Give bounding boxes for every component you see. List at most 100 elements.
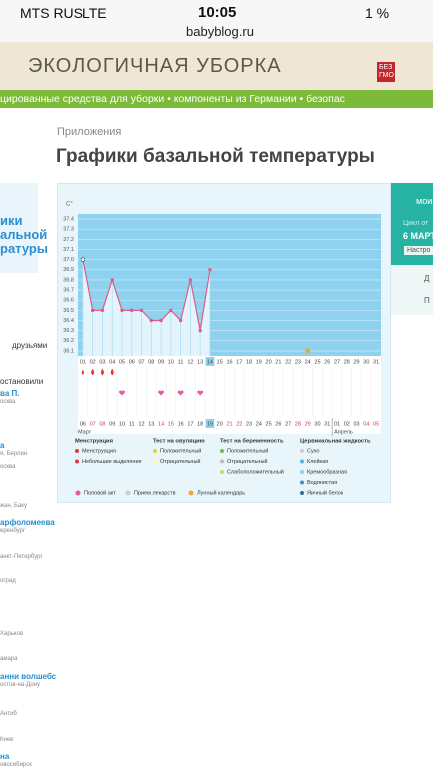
legend-title: Менструация: [75, 439, 113, 445]
y-tick-label: 37.0: [63, 257, 74, 263]
y-tick-label: 37.3: [63, 227, 74, 233]
menstruation-icon: [91, 368, 95, 376]
user-name: арфоломеева: [0, 518, 55, 527]
legend-icon: [75, 490, 81, 496]
legend-item: Менструация: [82, 448, 116, 454]
right-panel-lower: [390, 265, 433, 315]
settings: Настро: [404, 246, 433, 255]
carrier: MTS RUS: [20, 5, 83, 21]
legend-item: Положительный: [227, 447, 268, 454]
date-label: 06: [80, 421, 86, 427]
panel-button: П: [424, 296, 430, 305]
legend-item: Слабоположительный: [227, 468, 284, 475]
promo-box: [0, 183, 38, 273]
badge: БЕЗ ГМО: [377, 62, 395, 82]
highlight-date: [205, 419, 215, 428]
legend-icon: [153, 459, 157, 464]
temperature-point: [159, 318, 163, 323]
legend-item: Водянистая: [307, 480, 337, 486]
legend-icon: [300, 449, 304, 453]
x-tick-label: 04: [109, 359, 115, 365]
user-city: овосибирск: [0, 762, 32, 768]
x-tick-label: 26: [324, 359, 330, 365]
promo-text: альной: [0, 227, 48, 242]
date-label: 22: [236, 421, 242, 427]
status-bar: [0, 0, 433, 42]
date-label: 25: [266, 421, 272, 427]
y-tick-label: 36.5: [63, 308, 74, 314]
legend-item: Отрицательный: [160, 458, 201, 465]
y-tick-label: 36.9: [63, 267, 74, 273]
y-tick-label: 36.1: [63, 348, 74, 354]
date-label: 10: [119, 421, 125, 427]
legend-icon: [220, 459, 224, 464]
legend-item: Отрицательный: [227, 458, 268, 465]
date-label: 03: [354, 421, 360, 427]
battery: 1 %: [365, 5, 390, 21]
user-city: амара: [0, 656, 18, 662]
x-tick-label: 21: [275, 359, 281, 365]
menstruation-icon: [110, 368, 114, 376]
temperature-point: [139, 308, 144, 313]
date-label: 17: [187, 421, 193, 427]
user-city: оград: [0, 578, 16, 584]
area: [82, 259, 210, 356]
month-label: Апрель: [334, 429, 353, 435]
banner-strip-text: цированные средства для уборки • компоне…: [0, 93, 345, 105]
x-tick-label: 14: [207, 359, 213, 365]
date-label: 05: [373, 421, 379, 427]
x-tick-label: 13: [197, 359, 203, 365]
page-title: Графики базальной температуры: [56, 146, 375, 167]
x-tick-label: 20: [266, 359, 272, 365]
legend-icon: [188, 490, 194, 496]
x-tick-label: 11: [178, 359, 184, 365]
breadcrumb: Приложения: [57, 126, 122, 138]
user-name: анни волшебс: [0, 672, 57, 681]
date-label: 30: [314, 421, 320, 427]
temperature-point: [169, 308, 173, 313]
temperature-point: [80, 257, 85, 262]
user-city: остов-на-Дону: [0, 682, 40, 688]
legend-item: Положительный: [160, 447, 201, 454]
temperature-line: [82, 259, 211, 331]
y-tick-label: 36.2: [63, 338, 74, 344]
legend-icon: [75, 459, 79, 464]
x-tick-label: 30: [363, 359, 369, 365]
date-label: 08: [99, 421, 105, 427]
date-label: 02: [344, 421, 350, 427]
date-label: 16: [178, 421, 184, 427]
x-tick-label: 05: [119, 359, 125, 365]
x-tick-label: 18: [246, 359, 252, 365]
user-city: анкт-Петербург: [0, 554, 43, 560]
legend-item: Клейкая: [307, 458, 328, 465]
y-tick-label: 36.4: [63, 318, 74, 324]
temperature-point: [130, 308, 134, 313]
date-label: 24: [256, 421, 262, 427]
user-city: осква: [0, 464, 16, 470]
x-tick-label: 09: [158, 359, 164, 365]
x-tick-label: 22: [285, 359, 291, 365]
cycle: Цикл от: [403, 220, 429, 227]
y-tick-label: 36.6: [63, 298, 74, 304]
legend-icon: [153, 449, 157, 453]
promo-text: ики: [0, 213, 23, 228]
month-label: Март: [78, 429, 92, 435]
panel-button: Д: [424, 274, 430, 283]
temperature-point: [90, 308, 95, 313]
temperature-point: [178, 318, 183, 323]
x-tick-label: 25: [314, 359, 320, 365]
date-label: 11: [129, 421, 135, 427]
x-tick-label: 15: [217, 359, 223, 365]
temperature-point: [110, 278, 114, 282]
date-label: 20: [217, 421, 223, 427]
unit: C°: [66, 202, 73, 208]
x-tick-label: 01: [80, 359, 86, 365]
date-label: 13: [148, 421, 154, 427]
x-tick-label: 03: [99, 359, 105, 365]
date-label: 15: [168, 421, 174, 427]
promo-text: ратуры: [0, 241, 48, 256]
banner-title: ЭКОЛОГИЧНАЯ УБОРКА: [28, 55, 282, 77]
x-tick-label: 24: [305, 359, 311, 365]
date-label: 04: [363, 421, 369, 427]
